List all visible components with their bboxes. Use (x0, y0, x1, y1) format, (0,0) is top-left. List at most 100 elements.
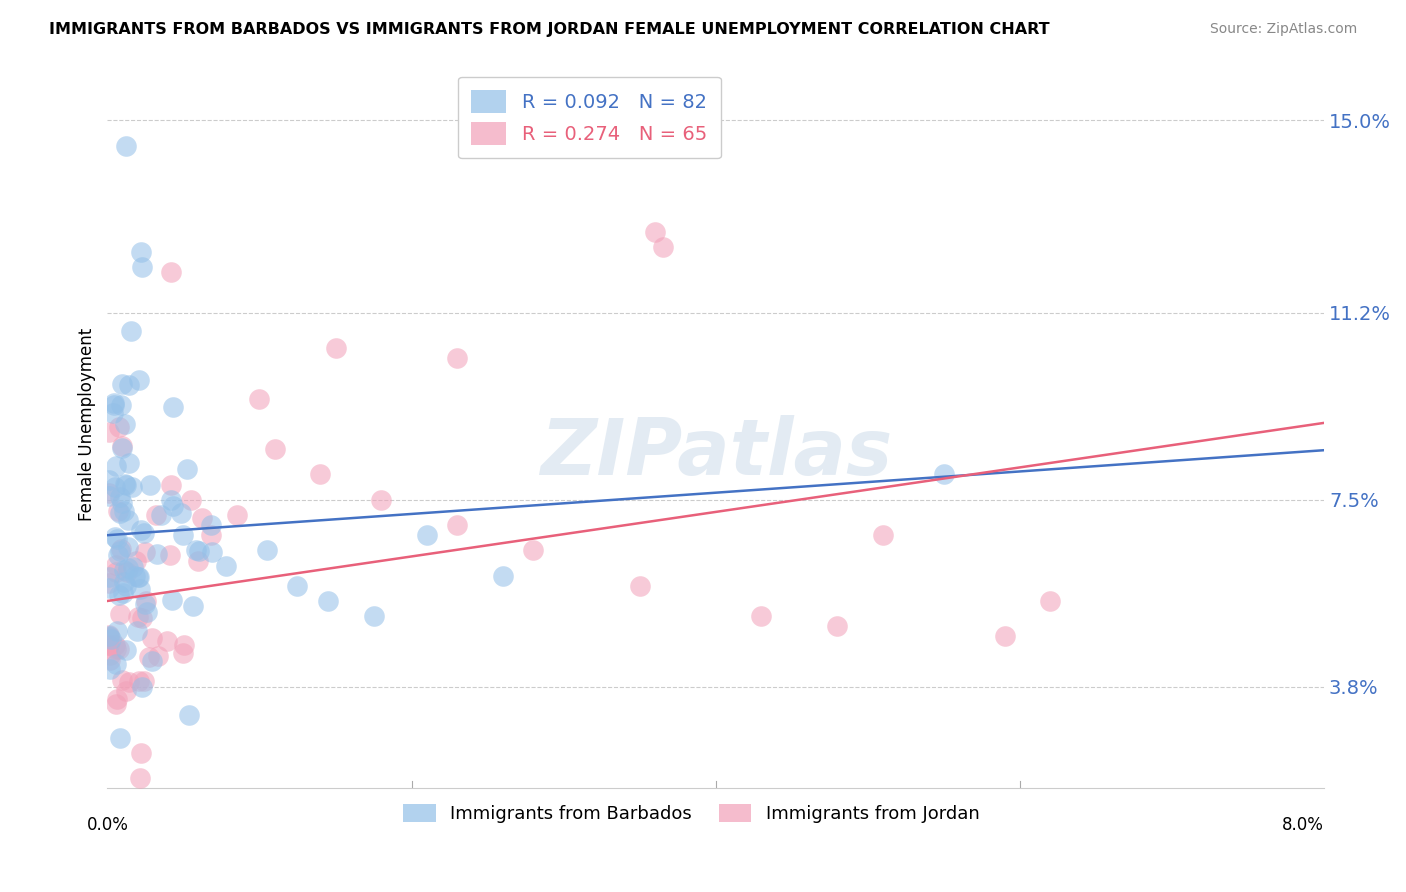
Point (651, 240, 673, 254)
Point (129, 524, 152, 538)
Point (162, 593, 184, 607)
Point (97, 576, 120, 591)
Point (105, 642, 128, 657)
Point (98, 648, 121, 662)
Point (115, 477, 138, 491)
Point (215, 558, 238, 573)
Point (149, 508, 172, 522)
Point (117, 565, 139, 579)
Point (98, 662, 121, 676)
Text: ZIPatlas: ZIPatlas (540, 415, 891, 491)
Point (114, 417, 136, 432)
Text: 0.0%: 0.0% (86, 816, 128, 834)
Point (111, 495, 134, 509)
Point (135, 594, 157, 608)
Point (169, 506, 191, 520)
Point (108, 490, 131, 504)
Point (446, 351, 468, 365)
Point (117, 378, 139, 392)
Point (97, 473, 120, 487)
Point (173, 638, 195, 652)
Point (97, 638, 120, 652)
Point (141, 631, 163, 645)
Point (112, 504, 135, 518)
Point (120, 325, 142, 339)
Point (287, 579, 309, 593)
Point (112, 563, 135, 577)
Point (97, 630, 120, 644)
Point (225, 508, 247, 522)
Point (105, 533, 128, 547)
Point (131, 611, 153, 625)
Point (162, 499, 184, 513)
Point (104, 558, 127, 572)
Point (108, 420, 131, 434)
Point (187, 554, 209, 568)
Point (118, 674, 141, 689)
Point (98, 652, 121, 666)
Point (184, 543, 207, 558)
Point (108, 588, 131, 602)
Point (105, 692, 128, 706)
Point (115, 684, 138, 698)
Point (827, 619, 849, 633)
Point (162, 401, 184, 415)
Point (104, 638, 127, 652)
Point (129, 582, 152, 597)
Point (370, 492, 392, 507)
Point (101, 406, 124, 420)
Point (98, 629, 121, 643)
Point (103, 398, 125, 412)
Point (160, 477, 183, 491)
Point (117, 513, 139, 527)
Point (115, 579, 138, 593)
Point (316, 594, 339, 608)
Text: Source: ZipAtlas.com: Source: ZipAtlas.com (1209, 22, 1357, 37)
Point (98, 425, 121, 440)
Point (103, 396, 125, 410)
Point (134, 545, 156, 559)
Point (110, 607, 132, 622)
Point (176, 462, 198, 476)
Point (136, 605, 159, 619)
Point (492, 568, 515, 582)
Point (118, 456, 141, 470)
Point (108, 731, 131, 745)
Point (97, 486, 120, 500)
Point (200, 528, 222, 542)
Legend: Immigrants from Barbados, Immigrants from Jordan: Immigrants from Barbados, Immigrants fro… (396, 797, 987, 830)
Point (111, 586, 134, 600)
Point (181, 599, 204, 614)
Point (132, 674, 155, 689)
Point (110, 399, 132, 413)
Point (105, 459, 128, 474)
Point (108, 543, 131, 558)
Point (172, 528, 194, 542)
Point (103, 480, 125, 494)
Point (416, 528, 439, 542)
Point (134, 525, 156, 540)
Point (128, 373, 150, 387)
Y-axis label: Female Unemployment: Female Unemployment (79, 327, 96, 521)
Point (97, 628, 120, 642)
Point (129, 244, 152, 259)
Point (249, 392, 271, 406)
Point (191, 511, 214, 525)
Point (155, 634, 177, 648)
Point (172, 646, 194, 660)
Point (127, 570, 149, 584)
Point (139, 477, 162, 491)
Point (138, 649, 160, 664)
Point (263, 442, 285, 457)
Point (932, 467, 955, 482)
Point (115, 643, 138, 657)
Point (146, 547, 169, 561)
Point (872, 528, 894, 542)
Point (110, 439, 132, 453)
Point (145, 508, 167, 522)
Point (124, 569, 146, 583)
Point (446, 518, 468, 533)
Text: IMMIGRANTS FROM BARBADOS VS IMMIGRANTS FROM JORDAN FEMALE UNEMPLOYMENT CORRELATI: IMMIGRANTS FROM BARBADOS VS IMMIGRANTS F… (49, 22, 1050, 37)
Point (108, 642, 131, 657)
Point (112, 575, 135, 590)
